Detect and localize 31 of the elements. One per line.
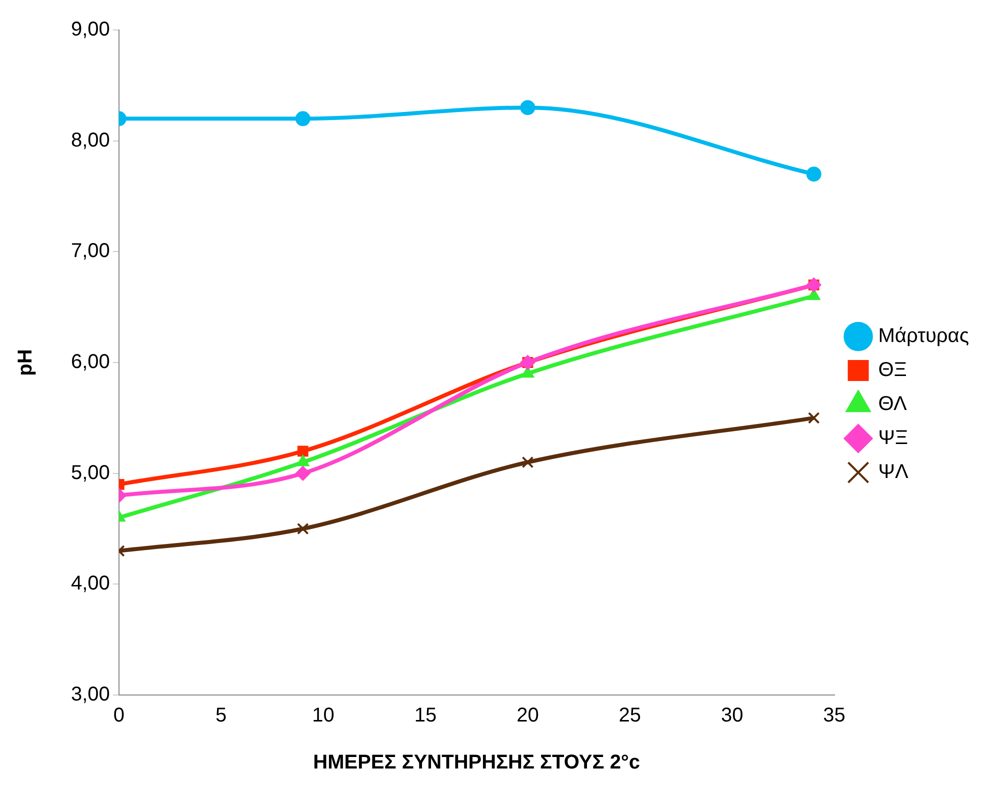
point xyxy=(808,412,820,424)
y-axis-title: pH xyxy=(14,349,37,376)
point xyxy=(522,456,534,468)
point xyxy=(806,166,822,182)
legend-label: ΘΛ xyxy=(878,393,908,416)
x-tick-label: 5 xyxy=(216,704,227,727)
y-tick-label: 8,00 xyxy=(70,129,110,152)
y-tick-label: 7,00 xyxy=(70,240,110,262)
x-tick-label: 0 xyxy=(113,704,124,727)
point xyxy=(295,466,310,481)
legend-label: ΨΞ xyxy=(878,427,908,450)
x-tick-label: 15 xyxy=(414,704,437,727)
point xyxy=(297,446,308,457)
point xyxy=(296,522,309,535)
point xyxy=(520,100,536,116)
y-tick-label: 6,00 xyxy=(70,351,110,374)
x-tick-label: 25 xyxy=(618,704,642,727)
x-tick-label: 10 xyxy=(312,704,334,727)
legend-label: ΘΞ xyxy=(878,359,907,382)
legend-label: Μάρτυρας xyxy=(878,325,970,348)
y-tick-label: 9,00 xyxy=(70,18,110,41)
point xyxy=(296,454,310,466)
legend-label: ΨΛ xyxy=(878,461,909,484)
x-axis-title: ΗΜΕΡΕΣ ΣΥΝΤΗΡΗΣΗΣ ΣΤΟΥΣ 2°c xyxy=(313,752,640,774)
y-tick-label: 3,00 xyxy=(70,684,110,706)
x-tick-label: 20 xyxy=(516,704,539,727)
x-tick-label: 35 xyxy=(823,704,846,727)
x-tick-label: 30 xyxy=(720,704,744,727)
y-tick-label: 4,00 xyxy=(70,572,110,595)
y-tick-label: 5,00 xyxy=(70,462,110,484)
point xyxy=(295,111,310,126)
